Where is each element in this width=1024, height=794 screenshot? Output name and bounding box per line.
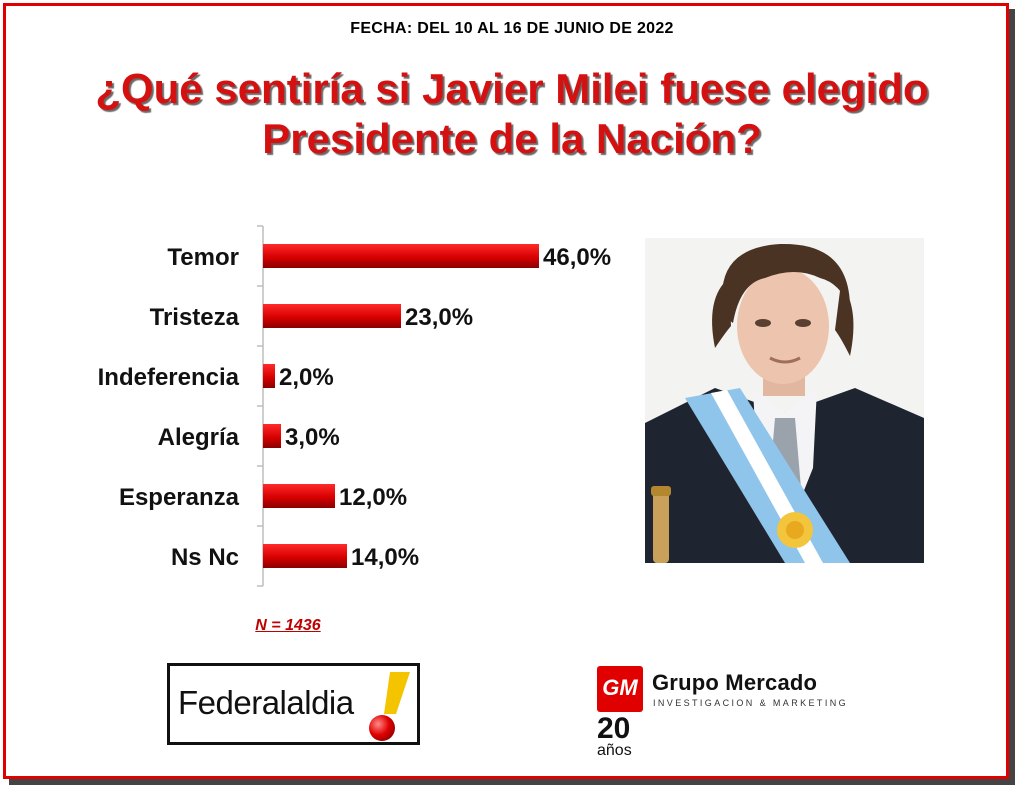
sample-size-note: N = 1436 <box>255 617 321 634</box>
federalaldia-logo-text: Federalaldia <box>178 684 354 721</box>
category-label: Ns Nc <box>171 544 239 571</box>
bar <box>263 484 335 508</box>
category-label: Temor <box>167 244 239 271</box>
category-label: Indeferencia <box>98 364 240 391</box>
grupo-mercado-tagline: INVESTIGACION & MARKETING <box>653 698 849 708</box>
value-label: 23,0% <box>405 304 473 331</box>
grupo-mercado-years: 20 <box>597 712 631 745</box>
grupo-mercado-name: Grupo Mercado <box>652 670 818 695</box>
grupo-mercado-mark: GM <box>597 666 643 712</box>
bar <box>263 304 401 328</box>
portrait-photo <box>645 238 924 563</box>
bar <box>263 544 347 568</box>
value-label: 46,0% <box>543 244 611 271</box>
portrait-illustration <box>645 238 924 563</box>
chart-title-line-2: Presidente de la Nación? <box>262 115 762 162</box>
value-label: 14,0% <box>351 544 419 571</box>
survey-date: FECHA: DEL 10 AL 16 DE JUNIO DE 2022 <box>350 20 674 37</box>
category-label: Esperanza <box>119 484 240 511</box>
federalaldia-logo: Federalaldia <box>167 663 420 745</box>
category-label: Alegría <box>158 424 240 451</box>
bar <box>263 364 275 388</box>
chart-title-line-1: ¿Qué sentiría si Javier Milei fuese eleg… <box>95 65 929 112</box>
value-label: 3,0% <box>285 424 340 451</box>
chart-title: ¿Qué sentiría si Javier Milei fuese eleg… <box>0 64 1024 164</box>
bar <box>263 424 281 448</box>
grupo-mercado-logo: GM Grupo Mercado INVESTIGACION & MARKETI… <box>597 664 857 764</box>
category-label: Tristeza <box>150 304 240 331</box>
exclamation-logo-icon <box>369 672 410 741</box>
grupo-mercado-years-word: años <box>597 742 632 759</box>
grupo-mercado-mark-text: GM <box>602 675 638 700</box>
value-label: 2,0% <box>279 364 334 391</box>
bar <box>263 244 539 268</box>
value-label: 12,0% <box>339 484 407 511</box>
